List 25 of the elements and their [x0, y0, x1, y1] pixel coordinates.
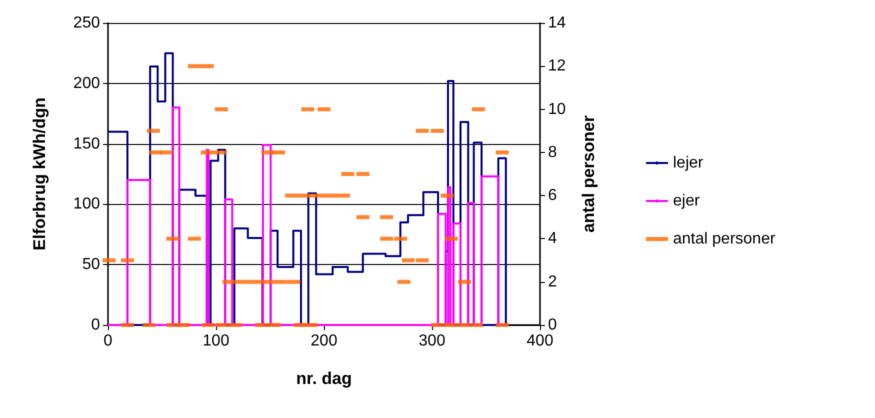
- y2-tick-label: 12: [548, 58, 566, 75]
- y-tick-label: 150: [73, 135, 100, 152]
- legend-label: antal personer: [673, 230, 776, 248]
- legend-label: ejer: [673, 192, 700, 210]
- y2-tick-label: 10: [548, 100, 566, 118]
- y2-tick-label: 2: [548, 273, 557, 290]
- y-tick-label: 0: [91, 316, 100, 334]
- y-tick-label: 200: [73, 74, 100, 92]
- y2-tick-label: 8: [548, 144, 557, 161]
- x-tick-label: 300: [418, 332, 446, 350]
- x-tick-label: 0: [104, 332, 113, 350]
- legend-label: lejer: [673, 154, 704, 172]
- y-tick-label: 100: [73, 196, 100, 213]
- x-axis-title: nr. dag: [296, 369, 352, 388]
- x-tick-label: 200: [310, 332, 338, 350]
- x-tick-label: 100: [202, 332, 230, 350]
- y2-tick-label: 14: [548, 14, 566, 32]
- y-tick-label: 50: [82, 256, 100, 274]
- y2-tick-label: 6: [548, 187, 557, 204]
- y2-tick-label: 4: [548, 230, 557, 248]
- y2-axis-title: antal personer: [579, 115, 598, 233]
- y-tick-label: 250: [73, 14, 100, 32]
- y2-tick-label: 0: [548, 316, 557, 334]
- y-axis-title: Elforbrug kWh/dgn: [30, 98, 49, 250]
- x-tick-label: 400: [526, 332, 554, 350]
